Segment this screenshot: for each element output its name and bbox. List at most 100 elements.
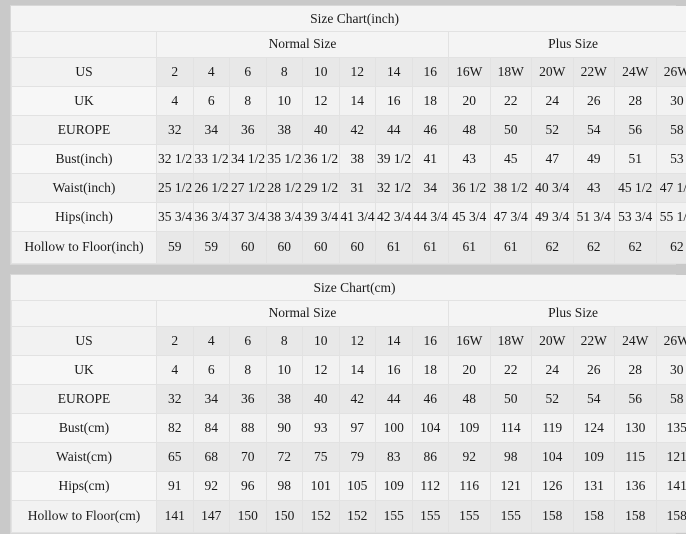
cell-value: 26 1/2 [193, 174, 230, 203]
cell-value: 18W [490, 58, 532, 87]
group-header-normal-size: Normal Size [157, 301, 449, 327]
row-label: US [12, 58, 157, 87]
cell-value: 44 [376, 116, 413, 145]
cell-value: 28 1/2 [266, 174, 303, 203]
cell-value: 51 3/4 [573, 203, 615, 232]
cell-value: 24 [532, 356, 574, 385]
cell-value: 32 [157, 116, 194, 145]
cell-value: 22W [573, 58, 615, 87]
row-label: Waist(inch) [12, 174, 157, 203]
cell-value: 16 [376, 356, 413, 385]
cell-value: 20 [449, 87, 491, 116]
cell-value: 24W [615, 327, 657, 356]
cell-value: 8 [266, 327, 303, 356]
cell-value: 92 [193, 472, 230, 501]
cell-value: 56 [615, 385, 657, 414]
cell-value: 8 [266, 58, 303, 87]
cell-value: 126 [532, 472, 574, 501]
cell-value: 114 [490, 414, 532, 443]
cell-value: 109 [573, 443, 615, 472]
cell-value: 41 3/4 [339, 203, 376, 232]
cell-value: 60 [339, 232, 376, 264]
cell-value: 4 [157, 87, 194, 116]
cell-value: 26W [656, 58, 686, 87]
cell-value: 22 [490, 87, 532, 116]
cell-value: 22W [573, 327, 615, 356]
cell-value: 105 [339, 472, 376, 501]
cell-value: 10 [266, 356, 303, 385]
cell-value: 100 [376, 414, 413, 443]
cell-value: 93 [303, 414, 340, 443]
cell-value: 18 [412, 87, 449, 116]
cell-value: 24 [532, 87, 574, 116]
row-label: UK [12, 356, 157, 385]
cell-value: 121 [656, 443, 686, 472]
cell-value: 62 [573, 232, 615, 264]
cell-value: 10 [303, 58, 340, 87]
cell-value: 84 [193, 414, 230, 443]
cell-value: 37 3/4 [230, 203, 267, 232]
group-header-blank [12, 32, 157, 58]
cell-value: 20 [449, 356, 491, 385]
cell-value: 53 3/4 [615, 203, 657, 232]
cell-value: 4 [193, 327, 230, 356]
title-row: Size Chart(inch) [12, 7, 686, 32]
cell-value: 6 [230, 58, 267, 87]
cell-value: 4 [157, 356, 194, 385]
cell-value: 43 [449, 145, 491, 174]
cell-value: 50 [490, 116, 532, 145]
cell-value: 70 [230, 443, 267, 472]
cell-value: 2 [157, 58, 194, 87]
cell-value: 12 [303, 356, 340, 385]
cell-value: 8 [230, 87, 267, 116]
cell-value: 155 [376, 501, 413, 533]
cell-value: 62 [656, 232, 686, 264]
cell-value: 150 [230, 501, 267, 533]
cell-value: 12 [339, 327, 376, 356]
cell-value: 38 [266, 116, 303, 145]
cell-value: 16W [449, 327, 491, 356]
cell-value: 40 [303, 385, 340, 414]
cell-value: 4 [193, 58, 230, 87]
cell-value: 26W [656, 327, 686, 356]
cell-value: 2 [157, 327, 194, 356]
cell-value: 158 [615, 501, 657, 533]
cell-value: 39 1/2 [376, 145, 413, 174]
cell-value: 20W [532, 327, 574, 356]
cell-value: 42 3/4 [376, 203, 413, 232]
cell-value: 121 [490, 472, 532, 501]
cell-value: 88 [230, 414, 267, 443]
cell-value: 49 3/4 [532, 203, 574, 232]
cell-value: 60 [303, 232, 340, 264]
cell-value: 22 [490, 356, 532, 385]
cell-value: 36 1/2 [449, 174, 491, 203]
cell-value: 8 [230, 356, 267, 385]
cell-value: 155 [412, 501, 449, 533]
cell-value: 98 [266, 472, 303, 501]
cell-value: 46 [412, 116, 449, 145]
cell-value: 158 [656, 501, 686, 533]
cell-value: 50 [490, 385, 532, 414]
cell-value: 152 [339, 501, 376, 533]
cell-value: 58 [656, 385, 686, 414]
table-row: US24681012141616W18W20W22W24W26W [12, 58, 686, 87]
cell-value: 44 [376, 385, 413, 414]
cell-value: 14 [339, 356, 376, 385]
group-header-blank [12, 301, 157, 327]
cell-value: 98 [490, 443, 532, 472]
cell-value: 24W [615, 58, 657, 87]
cell-value: 104 [412, 414, 449, 443]
cell-value: 61 [490, 232, 532, 264]
cell-value: 147 [193, 501, 230, 533]
cell-value: 60 [230, 232, 267, 264]
cell-value: 61 [449, 232, 491, 264]
cell-value: 41 [412, 145, 449, 174]
cell-value: 38 1/2 [490, 174, 532, 203]
cell-value: 31 [339, 174, 376, 203]
